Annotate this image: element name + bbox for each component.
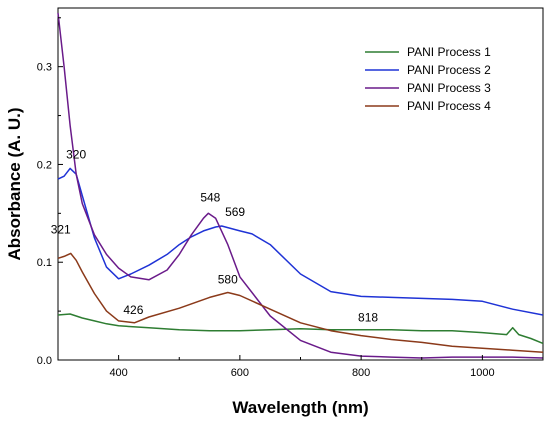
peak-annotation: 580	[218, 273, 238, 287]
legend-label: PANI Process 3	[407, 81, 491, 95]
annotations: 320 321 548 569 580 426 818	[51, 147, 379, 324]
series-line-3	[57, 12, 544, 359]
legend-label: PANI Process 2	[407, 63, 491, 77]
x-tick-label: 600	[231, 367, 249, 379]
x-tick-label: 800	[352, 367, 370, 379]
series-line-2	[57, 167, 544, 316]
series-layer	[57, 12, 544, 359]
y-tick-label: 0.2	[37, 159, 52, 171]
y-tick-label: 0.3	[37, 62, 52, 74]
legend-label: PANI Process 1	[407, 45, 491, 59]
x-tick-label: 400	[109, 367, 127, 379]
plot-area: 400 600 800 1000 0.0 0.1 0.2 0.3 320 321 548 569 5…	[37, 7, 544, 379]
y-axis-title: Absorbance (A. U.)	[5, 107, 24, 260]
peak-annotation: 818	[358, 311, 378, 325]
y-tick-label: 0.0	[37, 355, 52, 367]
legend: PANI Process 1 PANI Process 2 PANI Process…	[365, 45, 491, 113]
peak-annotation: 548	[200, 190, 220, 204]
peak-annotation: 569	[225, 205, 245, 219]
x-tick-label: 1000	[470, 367, 494, 379]
peak-annotation: 426	[123, 303, 143, 317]
series-line-1	[57, 313, 544, 345]
series-line-4	[57, 252, 544, 353]
peak-annotation: 321	[51, 222, 71, 236]
x-axis-title: Wavelength (nm)	[232, 398, 368, 417]
y-tick-label: 0.1	[37, 257, 52, 269]
legend-label: PANI Process 4	[407, 99, 491, 113]
peak-annotation: 320	[66, 147, 86, 161]
x-axis: 400 600 800 1000	[57, 355, 544, 379]
y-axis: 0.0 0.1 0.2 0.3	[37, 17, 63, 367]
